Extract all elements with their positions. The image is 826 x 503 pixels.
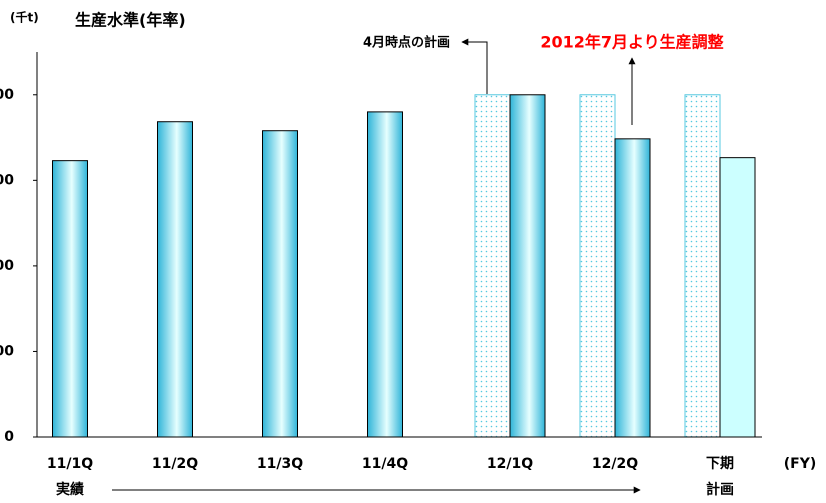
x-tick-label: 12/2Q: [592, 456, 638, 472]
arrow: [461, 38, 488, 94]
y-axis-label: (千t): [10, 10, 39, 25]
bar: [52, 160, 88, 438]
y-tick-label: 600: [0, 172, 14, 188]
bar: [262, 130, 298, 438]
y-tick-label: 0: [4, 429, 14, 445]
y-tick-label: 400: [0, 258, 14, 274]
annotation: 4月時点の計画: [363, 35, 450, 51]
bar: [614, 138, 651, 438]
y-tick-label: 800: [0, 87, 14, 103]
bar: [367, 111, 403, 438]
bar: [719, 157, 756, 438]
y-tick-label: 200: [0, 343, 14, 359]
bar: [157, 121, 193, 438]
x-tick-label: 12/1Q: [487, 456, 533, 472]
bar: [509, 94, 546, 438]
x-tick-label: 11/2Q: [152, 456, 198, 472]
footer-label: 計画: [706, 481, 734, 498]
x-tick-label: 下期: [706, 456, 734, 472]
footer-label: 実績: [56, 481, 84, 498]
x-axis-label: (FY): [784, 456, 817, 472]
x-tick-label: 11/3Q: [257, 456, 303, 472]
bar: [684, 94, 721, 438]
chart-title: 生産水準(年率): [75, 11, 186, 30]
bar: [474, 94, 511, 438]
x-tick-label: 11/1Q: [47, 456, 93, 472]
bar: [579, 94, 616, 438]
annotation: 2012年7月より生産調整: [540, 33, 723, 52]
x-tick-label: 11/4Q: [362, 456, 408, 472]
